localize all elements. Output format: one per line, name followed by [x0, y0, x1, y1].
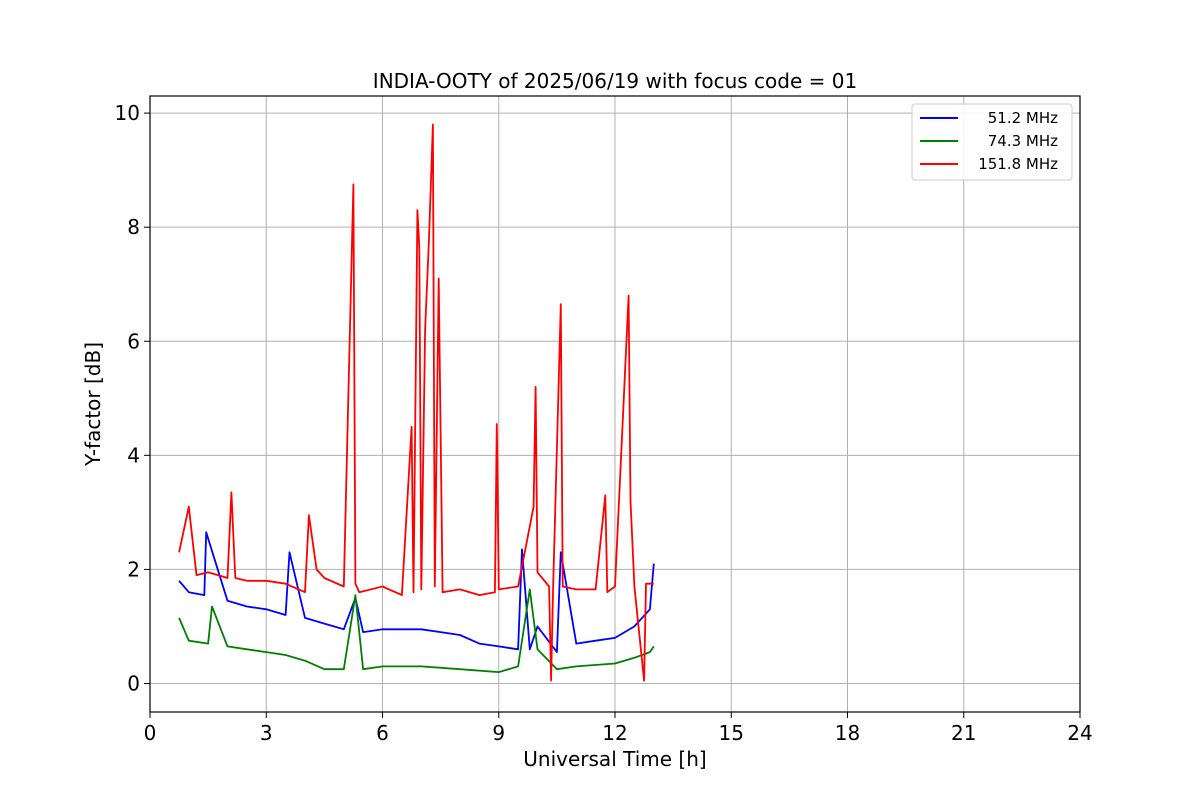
legend-box: [911, 103, 1073, 181]
plot-series: [178, 123, 655, 682]
y-tick-label: 6: [127, 329, 140, 353]
x-tick-label: 9: [492, 721, 505, 745]
x-tick-label: 18: [835, 721, 860, 745]
chart-title: INDIA-OOTY of 2025/06/19 with focus code…: [373, 69, 857, 93]
grid: [149, 96, 1081, 712]
x-tick-label: 24: [1067, 721, 1092, 745]
legend-label-3: 151.8 MHz: [978, 155, 1058, 173]
y-ticks: 0 2 4 6 8 10: [115, 101, 150, 695]
x-ticks: 0 3 6 9 12 15 18 21 24: [144, 712, 1093, 745]
legend-label-2: 74.3 MHz: [988, 132, 1058, 150]
y-tick-label: 10: [115, 101, 140, 125]
y-tick-label: 2: [127, 557, 140, 581]
x-tick-label: 12: [602, 721, 627, 745]
legend: 51.2 MHz 74.3 MHz 151.8 MHz: [911, 103, 1073, 181]
x-tick-label: 21: [951, 721, 976, 745]
x-tick-label: 3: [260, 721, 273, 745]
x-axis-label: Universal Time [h]: [523, 747, 706, 771]
y-tick-label: 0: [127, 671, 140, 695]
x-tick-label: 0: [144, 721, 157, 745]
x-tick-label: 15: [719, 721, 744, 745]
series-line-3: [178, 123, 654, 682]
y-tick-label: 4: [127, 443, 140, 467]
series-line-1: [178, 531, 655, 653]
y-axis-label: Y-factor [dB]: [81, 342, 105, 467]
x-tick-label: 6: [376, 721, 389, 745]
legend-label-1: 51.2 MHz: [988, 109, 1058, 127]
y-tick-label: 8: [127, 215, 140, 239]
series-line-2: [178, 588, 655, 673]
